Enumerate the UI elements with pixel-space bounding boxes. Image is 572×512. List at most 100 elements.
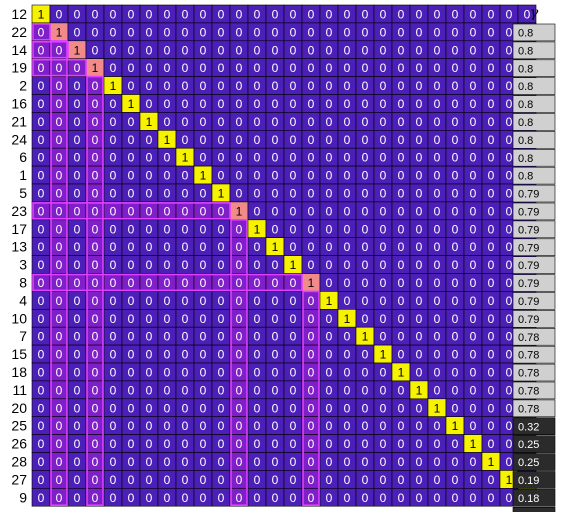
cell-value: 0 — [326, 401, 333, 415]
cell-value: 0 — [290, 222, 297, 236]
cell-value: 1 — [434, 401, 441, 415]
cell-value: 0 — [380, 204, 387, 218]
cell-value: 0 — [380, 294, 387, 308]
gamma-value: 0.32 — [518, 421, 539, 433]
cell-value: 1 — [326, 294, 333, 308]
column-tick-label: 12 — [169, 510, 191, 512]
cell-value: 0 — [416, 491, 423, 505]
cell-value: 0 — [38, 419, 45, 433]
cell-value: 0 — [470, 401, 477, 415]
gamma-value: 0.78 — [518, 368, 539, 380]
cell-value: 0 — [254, 401, 261, 415]
highlight-row-outline — [32, 58, 87, 77]
cell-value: 0 — [200, 186, 207, 200]
cell-value: 0 — [452, 330, 459, 344]
cell-value: 0 — [182, 294, 189, 308]
cell-value: 0 — [380, 491, 387, 505]
cell-value: 0 — [182, 133, 189, 147]
cell-value: 0 — [164, 419, 171, 433]
cell-value: 0 — [506, 115, 513, 129]
cell-value: 0 — [128, 258, 135, 272]
cell-value: 0 — [488, 276, 495, 290]
cell-value: 0 — [452, 25, 459, 39]
cell-value: 0 — [470, 348, 477, 362]
cell-value: 0 — [488, 383, 495, 397]
cell-value: 0 — [434, 437, 441, 451]
cell-value: 0 — [344, 491, 351, 505]
cell-value: 0 — [272, 276, 279, 290]
cell-value: 0 — [308, 25, 315, 39]
cell-value: 0 — [506, 7, 513, 21]
column-tick-label: 18 — [97, 510, 119, 512]
cell-value: 0 — [74, 312, 81, 326]
cell-value: 0 — [218, 169, 225, 183]
cell-value: 0 — [38, 151, 45, 165]
cell-value: 0 — [92, 348, 99, 362]
cell-value: 0 — [254, 437, 261, 451]
cell-value: 0 — [272, 491, 279, 505]
cell-value: 0 — [326, 169, 333, 183]
cell-value: 0 — [272, 473, 279, 487]
cell-value: 0 — [92, 115, 99, 129]
cell-value: 0 — [200, 330, 207, 344]
cell-value: 0 — [326, 473, 333, 487]
gamma-value: 0.79 — [518, 314, 539, 326]
cell-value: 0 — [326, 348, 333, 362]
cell-value: 0 — [182, 115, 189, 129]
cell-value: 0 — [218, 473, 225, 487]
cell-value: 0 — [434, 473, 441, 487]
gamma-cell — [512, 184, 556, 203]
cell-value: 0 — [434, 169, 441, 183]
cell-value: 0 — [398, 204, 405, 218]
cell-value: 0 — [488, 97, 495, 111]
cell-value: 0 — [470, 151, 477, 165]
gamma-cell — [512, 489, 556, 507]
cell-value: 0 — [38, 25, 45, 39]
cell-value: 0 — [416, 330, 423, 344]
cell-value: 0 — [218, 97, 225, 111]
cell-value: 0 — [56, 365, 63, 379]
cell-value: 0 — [308, 348, 315, 362]
cell-value: 0 — [38, 222, 45, 236]
cell-value: 0 — [362, 383, 369, 397]
cell-value: 0 — [290, 419, 297, 433]
cell-value: 0 — [254, 133, 261, 147]
row-tick-label: 10 — [11, 310, 27, 326]
cell-value: 0 — [344, 151, 351, 165]
cell-value: 0 — [380, 222, 387, 236]
cell-value: 0 — [434, 491, 441, 505]
cell-value: 0 — [92, 151, 99, 165]
cell-value: 0 — [236, 7, 243, 21]
cell-value: 0 — [56, 7, 63, 21]
cell-value: 0 — [470, 330, 477, 344]
cell-value: 0 — [380, 61, 387, 75]
cell-value: 0 — [398, 151, 405, 165]
gamma-cell — [512, 220, 556, 239]
cell-value: 0 — [362, 348, 369, 362]
cell-value: 0 — [236, 133, 243, 147]
cell-value: 0 — [38, 61, 45, 75]
cell-value: 0 — [344, 115, 351, 129]
cell-value: 0 — [218, 276, 225, 290]
cell-value: 0 — [56, 419, 63, 433]
cell-value: 0 — [164, 383, 171, 397]
cell-value: 0 — [182, 419, 189, 433]
gamma-cell — [512, 274, 556, 292]
cell-value: 0 — [254, 79, 261, 93]
cell-value: 0 — [488, 348, 495, 362]
cell-value: 0 — [254, 312, 261, 326]
cell-value: 0 — [506, 365, 513, 379]
cell-value: 0 — [218, 455, 225, 469]
cell-value: 0 — [452, 473, 459, 487]
cell-value: 0 — [362, 79, 369, 93]
cell-value: 0 — [326, 222, 333, 236]
cell-value: 0 — [290, 61, 297, 75]
gamma-value: 0.14 — [518, 511, 539, 512]
cell-value: 0 — [416, 258, 423, 272]
cell-value: 0 — [110, 383, 117, 397]
gamma-cell — [512, 149, 556, 167]
cell-value: 0 — [92, 97, 99, 111]
column-tick-label: 21 — [295, 510, 317, 512]
cell-value: 0 — [362, 419, 369, 433]
cell-value: 0 — [146, 258, 153, 272]
